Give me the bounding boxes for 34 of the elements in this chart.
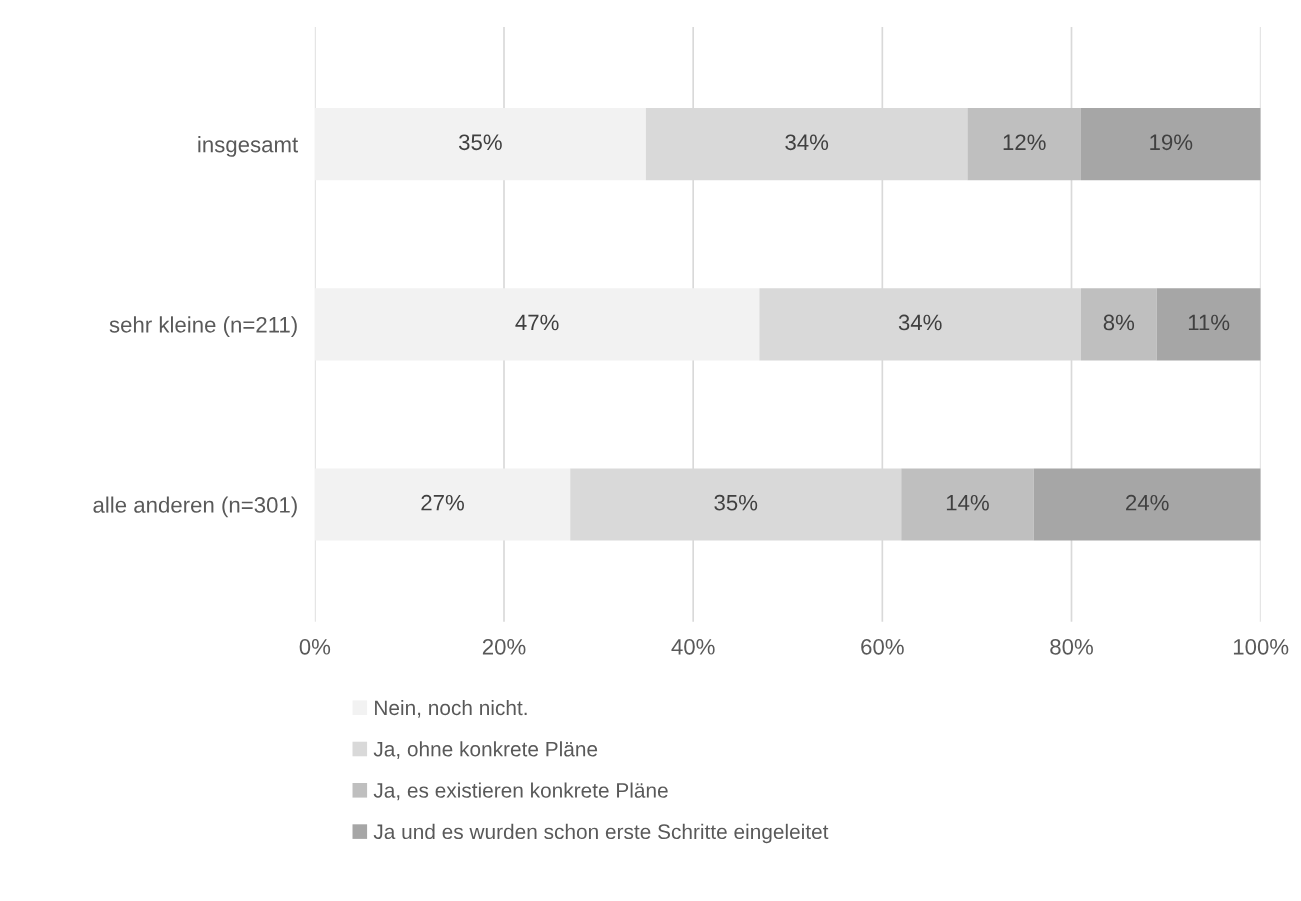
legend-label: Nein, noch nicht. [375, 699, 527, 718]
data-label: 14% [946, 494, 989, 511]
y-tick-label: insgesamt [198, 136, 299, 157]
legend-label: Ja, ohne konkrete Pläne [373, 741, 598, 759]
data-label: 19% [1150, 134, 1193, 151]
bar [1156, 288, 1261, 361]
bar [1080, 288, 1157, 361]
x-tick-label: 0% [299, 638, 331, 655]
y-tick-label: alle anderen (n=301) [93, 496, 297, 518]
bar [1080, 108, 1261, 181]
data-label: 12% [1003, 134, 1046, 151]
data-label: 34% [898, 314, 942, 331]
legend-label: Ja und es wurden schon erste Schritte eingeleitet [373, 823, 829, 844]
bar [967, 108, 1081, 181]
bar [314, 288, 760, 361]
x-tick-label: 40% [671, 638, 715, 655]
x-tick-label: 20% [482, 638, 526, 655]
x-tick-label: 80% [1050, 638, 1093, 655]
data-label: 35% [458, 134, 502, 151]
data-label: 11% [1188, 314, 1230, 331]
data-label: 47% [515, 314, 559, 331]
bar [901, 468, 1034, 541]
bar [314, 108, 646, 181]
x-tick-label: 100% [1233, 638, 1289, 655]
x-tick-label: 60% [861, 638, 904, 655]
data-label: 24% [1126, 494, 1169, 511]
data-label: 35% [714, 494, 758, 511]
y-tick-label: sehr kleine (n=211) [109, 316, 297, 338]
data-label: 34% [785, 134, 829, 151]
bar [314, 468, 571, 541]
data-label: 27% [421, 494, 464, 511]
legend-label: Ja, es existieren konkrete Pläne [373, 782, 668, 801]
data-label: 8% [1103, 314, 1135, 331]
bar [1033, 468, 1261, 541]
